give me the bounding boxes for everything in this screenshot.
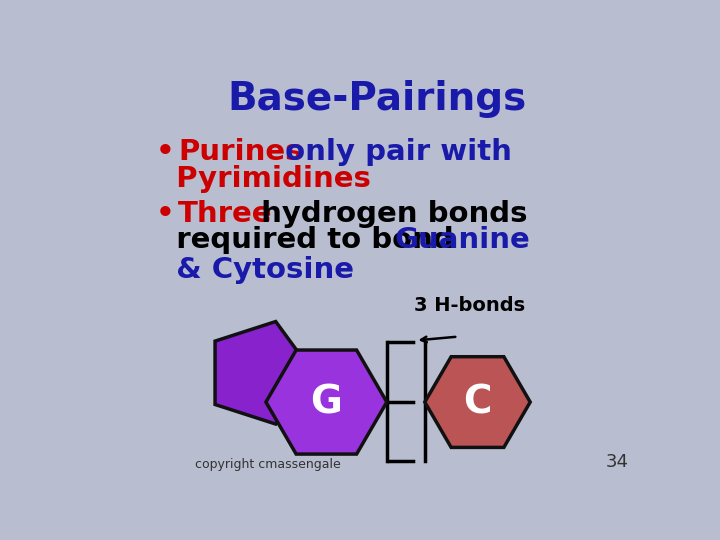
Polygon shape — [266, 350, 387, 454]
Text: hydrogen bonds: hydrogen bonds — [251, 200, 528, 227]
Text: only pair with: only pair with — [275, 138, 512, 166]
Polygon shape — [215, 321, 313, 424]
Text: 3 H-bonds: 3 H-bonds — [414, 296, 526, 315]
Polygon shape — [425, 357, 530, 448]
Text: •: • — [156, 200, 185, 227]
Text: required to bond: required to bond — [156, 226, 464, 254]
Text: 34: 34 — [606, 453, 629, 470]
Text: copyright cmassengale: copyright cmassengale — [195, 457, 341, 470]
Text: G: G — [310, 383, 342, 421]
Text: C: C — [463, 383, 492, 421]
Text: Pyrimidines: Pyrimidines — [156, 165, 371, 193]
Text: Guanine: Guanine — [395, 226, 530, 254]
Text: Base-Pairings: Base-Pairings — [227, 80, 526, 118]
Text: Three: Three — [179, 200, 273, 227]
Text: Purines: Purines — [179, 138, 302, 166]
Text: •: • — [156, 138, 185, 166]
Text: & Cytosine: & Cytosine — [156, 256, 354, 284]
